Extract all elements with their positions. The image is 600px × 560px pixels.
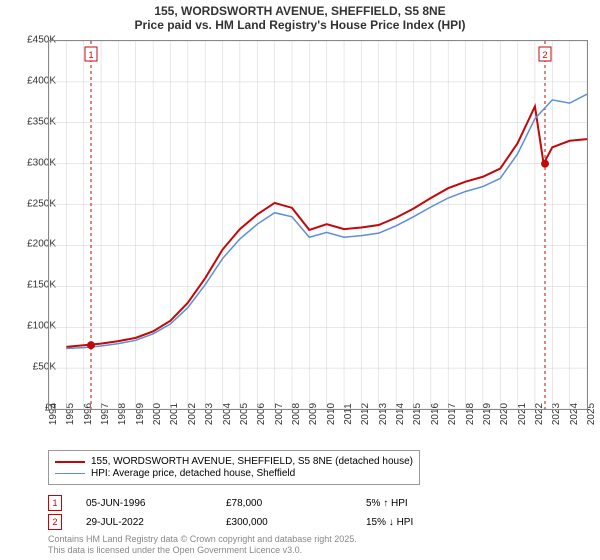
marker-date: 29-JUL-2022 [86, 517, 226, 528]
chart-container: 155, WORDSWORTH AVENUE, SHEFFIELD, S5 8N… [0, 0, 600, 560]
svg-text:1: 1 [88, 50, 93, 60]
legend-item: 155, WORDSWORTH AVENUE, SHEFFIELD, S5 8N… [55, 456, 413, 467]
marker-price: £78,000 [226, 498, 366, 509]
marker-badge: 1 [48, 495, 62, 511]
legend-swatch [55, 461, 85, 463]
title-line-2: Price paid vs. HM Land Registry's House … [0, 18, 600, 32]
svg-text:2: 2 [542, 50, 547, 60]
legend-label: 155, WORDSWORTH AVENUE, SHEFFIELD, S5 8N… [91, 456, 413, 467]
legend-swatch [55, 473, 85, 475]
legend-label: HPI: Average price, detached house, Shef… [91, 468, 295, 479]
marker-price: £300,000 [226, 517, 366, 528]
title-line-1: 155, WORDSWORTH AVENUE, SHEFFIELD, S5 8N… [0, 4, 600, 18]
legend-item: HPI: Average price, detached house, Shef… [55, 468, 413, 479]
marker-badge: 2 [48, 514, 62, 530]
marker-delta: 5% ↑ HPI [366, 498, 446, 509]
marker-delta: 15% ↓ HPI [366, 517, 446, 528]
marker-table: 1 05-JUN-1996£78,0005% ↑ HPI 2 29-JUL-2022£… [48, 492, 446, 533]
plot-svg: 12 [49, 41, 587, 409]
marker-row: 1 05-JUN-1996£78,0005% ↑ HPI [48, 495, 446, 511]
attribution: Contains HM Land Registry data © Crown c… [48, 534, 357, 556]
marker-row: 2 29-JUL-2022£300,00015% ↓ HPI [48, 514, 446, 530]
attribution-line-1: Contains HM Land Registry data © Crown c… [48, 534, 357, 545]
title-block: 155, WORDSWORTH AVENUE, SHEFFIELD, S5 8N… [0, 0, 600, 32]
legend: 155, WORDSWORTH AVENUE, SHEFFIELD, S5 8N… [48, 450, 420, 485]
attribution-line-2: This data is licensed under the Open Gov… [48, 545, 357, 556]
plot-area: 12 [48, 40, 588, 410]
marker-date: 05-JUN-1996 [86, 498, 226, 509]
